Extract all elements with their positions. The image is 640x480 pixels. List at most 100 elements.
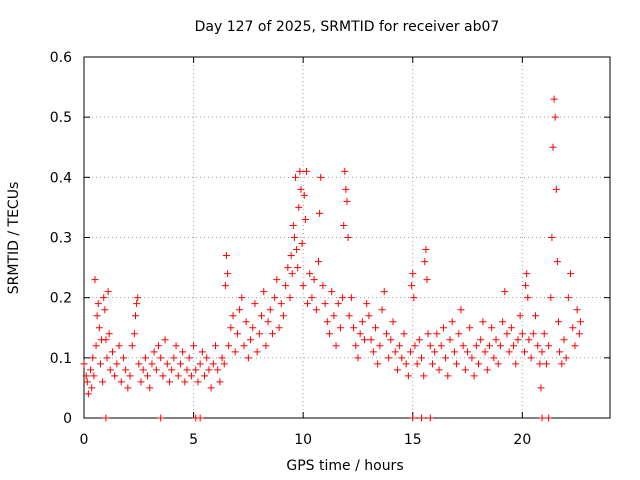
- data-point: [496, 342, 504, 350]
- data-point: [238, 294, 246, 302]
- zero-data-point: [538, 414, 546, 422]
- zero-data-point: [545, 414, 553, 422]
- x-tick-label: 10: [294, 432, 312, 448]
- data-point: [343, 197, 351, 205]
- data-point: [255, 330, 263, 338]
- data-point: [334, 300, 342, 308]
- data-point: [91, 276, 99, 284]
- data-point: [273, 276, 281, 284]
- data-point: [507, 324, 515, 332]
- data-point: [135, 360, 143, 368]
- data-point: [524, 294, 532, 302]
- data-point: [470, 372, 478, 380]
- data-point: [433, 330, 441, 338]
- data-point: [133, 300, 141, 308]
- x-axis-label: GPS time / hours: [286, 458, 403, 474]
- data-point: [421, 258, 429, 266]
- data-point: [83, 378, 91, 386]
- data-point: [165, 378, 173, 386]
- data-point: [415, 336, 423, 344]
- data-point: [424, 330, 432, 338]
- data-point: [286, 294, 294, 302]
- data-point: [227, 324, 235, 332]
- data-point: [340, 221, 348, 229]
- data-point: [90, 372, 98, 380]
- data-point: [249, 324, 257, 332]
- data-point: [479, 318, 487, 326]
- data-point: [92, 342, 100, 350]
- data-point: [547, 294, 555, 302]
- y-tick-label: 0.4: [50, 170, 72, 186]
- data-point: [374, 360, 382, 368]
- zero-data-point: [102, 414, 110, 422]
- data-points: [80, 95, 584, 422]
- data-point: [571, 342, 579, 350]
- zero-data-point: [196, 414, 204, 422]
- data-point: [342, 185, 350, 193]
- zero-data-point: [418, 414, 426, 422]
- data-point: [369, 348, 377, 356]
- data-point: [277, 300, 285, 308]
- data-point: [450, 348, 458, 356]
- data-point: [298, 240, 306, 248]
- data-point: [302, 167, 310, 175]
- data-point: [220, 360, 228, 368]
- data-point: [96, 360, 104, 368]
- grid-lines: [84, 57, 610, 418]
- data-point: [494, 360, 502, 368]
- data-point: [531, 312, 539, 320]
- data-point: [258, 312, 266, 320]
- data-point: [108, 348, 116, 356]
- data-point: [289, 221, 297, 229]
- data-point: [113, 360, 121, 368]
- data-point: [225, 342, 233, 350]
- data-point: [420, 372, 428, 380]
- data-point: [503, 330, 511, 338]
- data-point: [150, 348, 158, 356]
- data-point: [236, 306, 244, 314]
- data-point: [271, 294, 279, 302]
- data-point: [301, 215, 309, 223]
- data-point: [174, 372, 182, 380]
- data-point: [344, 234, 352, 241]
- data-point: [569, 324, 577, 332]
- data-point: [483, 366, 491, 374]
- axis-ticks: [83, 56, 610, 419]
- data-point: [444, 372, 452, 380]
- tick-labels: 0 0.1 0.2 0.3 0.4 0.5 0.6 0 5 10 15 20: [50, 50, 532, 448]
- data-point: [347, 294, 355, 302]
- data-point: [181, 378, 189, 386]
- data-point: [350, 324, 358, 332]
- data-point: [244, 354, 252, 362]
- data-point: [119, 354, 127, 362]
- data-point: [100, 294, 108, 302]
- data-point: [268, 330, 276, 338]
- data-point: [512, 360, 520, 368]
- data-point: [288, 270, 296, 278]
- data-point: [124, 384, 132, 392]
- y-tick-label: 0: [63, 411, 72, 427]
- data-point: [537, 384, 545, 392]
- data-point: [102, 336, 110, 344]
- data-point: [152, 366, 160, 374]
- data-point: [264, 318, 272, 326]
- data-point: [391, 348, 399, 356]
- data-point: [352, 342, 360, 350]
- data-point: [439, 324, 447, 332]
- data-point: [363, 300, 371, 308]
- data-point: [345, 312, 353, 320]
- data-point: [161, 336, 169, 344]
- data-point: [111, 372, 119, 380]
- data-point: [409, 270, 417, 278]
- data-point: [522, 282, 530, 290]
- y-tick-label: 0.5: [50, 110, 72, 126]
- data-point: [231, 348, 239, 356]
- data-point: [534, 342, 542, 350]
- data-point: [282, 282, 290, 290]
- data-point: [296, 167, 304, 175]
- data-point: [573, 306, 581, 314]
- data-point: [287, 252, 295, 260]
- data-point: [514, 336, 522, 344]
- data-point: [398, 354, 406, 362]
- data-point: [358, 318, 366, 326]
